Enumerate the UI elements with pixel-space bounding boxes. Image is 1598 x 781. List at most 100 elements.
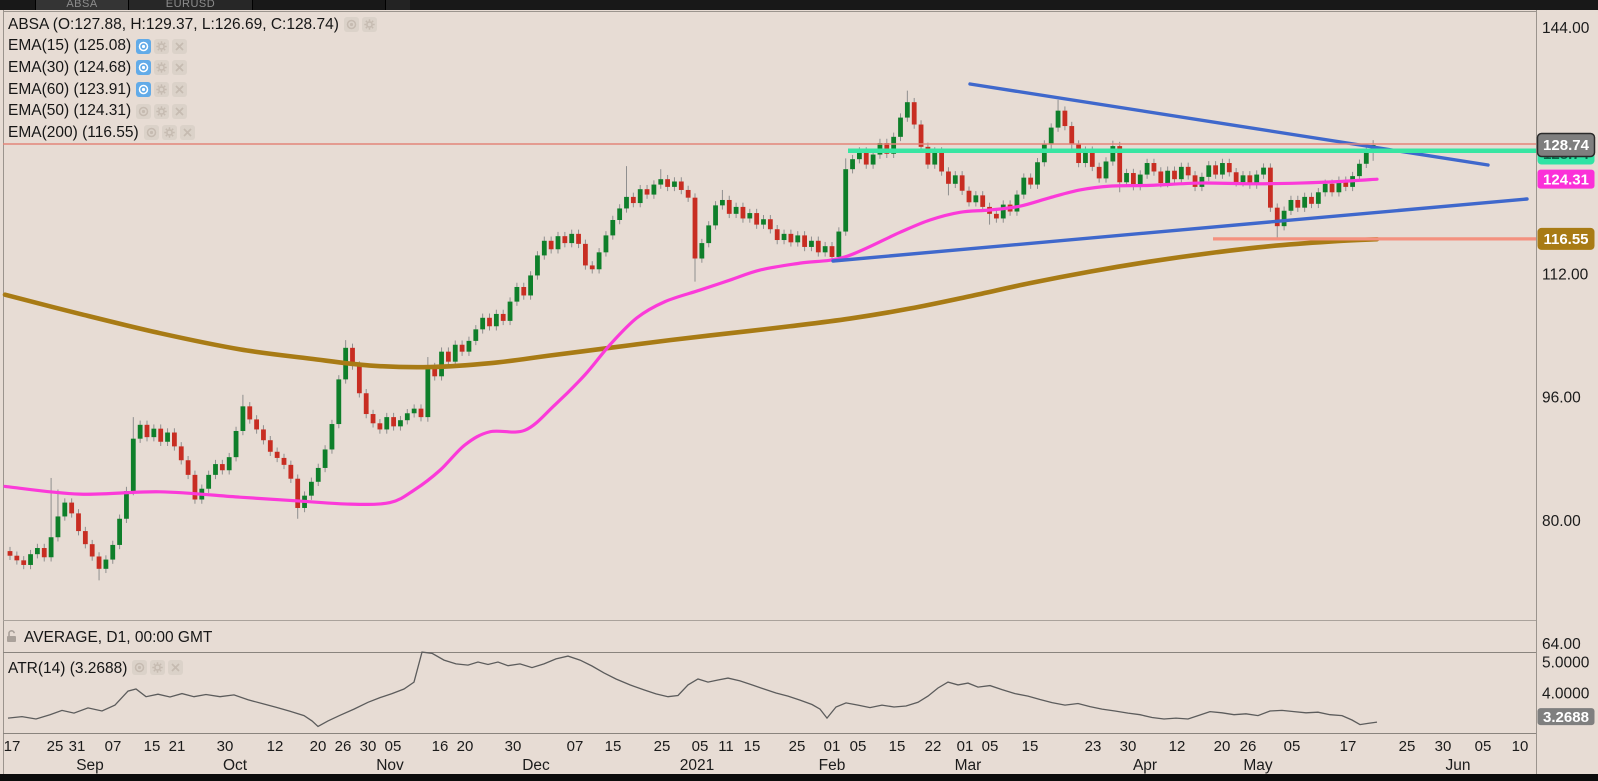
day-tick: 30 [505,738,522,755]
gear-icon[interactable] [150,659,166,675]
legend-row-label: EMA(30) (124.68) [8,58,132,76]
month-tick: Dec [522,757,550,774]
day-tick: 30 [1120,738,1137,755]
lock-icon[interactable] [6,629,19,648]
day-tick: 20 [457,738,474,755]
tab-separator [128,0,129,10]
axis-badge [1537,227,1595,250]
price-axis: 144.00 112.00 96.00 80.00 64.00 5.0000 4.0000 [1542,20,1590,703]
trendline-lower[interactable] [831,197,1529,263]
legend-row-atr: ATR(14) (3.2688) [8,658,184,679]
legend-row: ABSA (O:127.88, H:129.37, L:126.69, C:12… [8,14,377,36]
tab-bar: ABSA EURUSD [0,0,1598,10]
legend-row: EMA(15) (125.08) [8,36,377,58]
day-tick: 12 [1169,738,1186,755]
day-tick: 01 [824,738,841,755]
gear-icon[interactable] [154,60,170,76]
candlestick-series [7,102,1376,569]
legend-row: EMA(60) (123.91) [8,79,377,101]
close-icon[interactable] [172,103,188,119]
month-tick: May [1243,757,1273,774]
atr-series[interactable] [7,651,1378,728]
bottom-strip [0,774,1598,781]
day-tick: 25 [654,738,671,755]
day-tick: 05 [692,738,709,755]
month-tick: Apr [1133,757,1157,774]
legend-row-label: EMA(15) (125.08) [8,37,132,55]
eye-icon[interactable] [136,103,152,119]
pane-label-average: AVERAGE, D1, 00:00 GMT [6,627,212,649]
day-tick: 10 [1512,738,1529,755]
day-tick: 22 [925,738,942,755]
day-tick: 15 [744,738,761,755]
indicator-legend: ABSA (O:127.88, H:129.37, L:126.69, C:12… [8,14,377,144]
price-tick: 144.00 [1542,20,1590,37]
day-tick: 25 [47,738,64,755]
gear-icon[interactable] [361,17,377,33]
day-tick: 31 [69,738,86,755]
day-tick: 26 [335,738,352,755]
day-tick: 30 [217,738,234,755]
tab-separator [385,0,386,10]
tab-separator [35,0,36,10]
close-icon[interactable] [172,82,188,98]
average-pane-title: AVERAGE, D1, 00:00 GMT [24,629,213,646]
tab-absa[interactable]: ABSA [36,0,128,10]
close-icon[interactable] [168,659,184,675]
legend-row-label: EMA(60) (123.91) [8,80,132,98]
eye-icon[interactable] [136,60,152,76]
month-tick: Sep [76,757,104,774]
atr-buttons [127,659,184,678]
price-tick: 64.00 [1542,636,1581,653]
day-tick: 23 [1085,738,1102,755]
ema50-line[interactable] [3,177,1379,506]
ema200-line[interactable] [2,236,1380,370]
day-tick: 15 [605,738,622,755]
eye-icon[interactable] [132,659,148,675]
atr-label: ATR(14) (3.2688) [8,659,128,677]
day-tick: 05 [982,738,999,755]
close-icon[interactable] [172,38,188,54]
day-tick: 17 [4,738,21,755]
day-tick: 20 [1214,738,1231,755]
svg-text:124.31: 124.31 [1543,171,1589,188]
month-tick: Oct [223,757,248,774]
price-tick: 80.00 [1542,513,1581,530]
price-tick: 112.00 [1542,266,1589,283]
atr-tick: 4.0000 [1542,686,1590,703]
day-tick: 15 [144,738,161,755]
time-axis: 17 25 31 07 15 21 30 12 20 26 30 05 16 20 30 07 15 25 05 11… [4,738,1529,774]
tab-eurusd[interactable]: EURUSD [129,0,252,10]
day-tick: 01 [957,738,974,755]
day-tick: 30 [360,738,377,755]
close-icon[interactable] [179,125,195,141]
eye-icon[interactable] [136,82,152,98]
day-tick: 05 [1284,738,1301,755]
day-tick: 15 [889,738,906,755]
gear-icon[interactable] [154,82,170,98]
day-tick: 05 [1475,738,1492,755]
tab-stub [386,0,410,10]
legend-row: EMA(200) (116.55) [8,122,377,144]
eye-icon[interactable] [343,17,359,33]
day-tick: 07 [105,738,122,755]
eye-icon[interactable] [136,38,152,54]
gear-icon[interactable] [154,103,170,119]
day-tick: 12 [267,738,284,755]
eye-icon[interactable] [143,125,159,141]
day-tick: 30 [1435,738,1452,755]
svg-text:128.74: 128.74 [1543,137,1590,154]
day-tick: 25 [1399,738,1416,755]
gear-icon[interactable] [154,38,170,54]
day-tick: 05 [850,738,867,755]
legend-row-label: EMA(200) (116.55) [8,123,139,141]
month-tick: Mar [955,757,982,774]
day-tick: 15 [1022,738,1039,755]
price-tick: 96.00 [1542,390,1581,407]
day-tick: 21 [169,738,186,755]
gear-icon[interactable] [161,125,177,141]
close-icon[interactable] [172,60,188,76]
day-tick: 26 [1240,738,1257,755]
